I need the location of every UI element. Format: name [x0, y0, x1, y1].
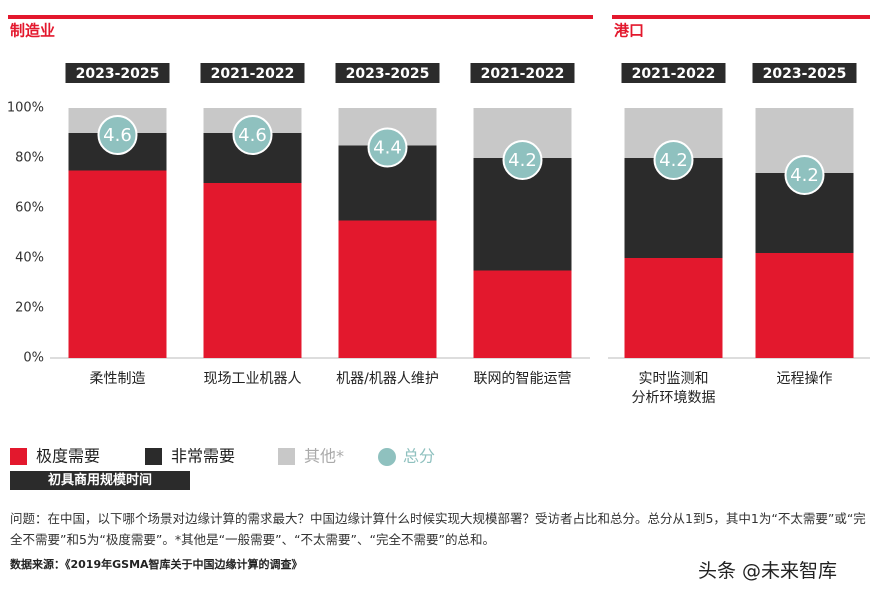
period-label: 2021-2022 — [211, 66, 295, 82]
panel-rule — [8, 15, 593, 19]
period-label: 2021-2022 — [481, 66, 565, 82]
period-label: 2023-2025 — [763, 66, 847, 82]
bar-segment — [755, 253, 854, 358]
score-dot — [232, 115, 273, 155]
y-tick-label: 100% — [7, 101, 44, 116]
period-label: 2021-2022 — [632, 66, 716, 82]
y-tick-label: 20% — [15, 301, 44, 316]
x-tick-label: 联网的智能运营 — [473, 371, 572, 387]
legend-swatch — [10, 448, 27, 465]
period-box — [200, 63, 305, 83]
score-dot — [653, 140, 694, 180]
period-box — [752, 63, 857, 83]
score-label: 4.6 — [238, 125, 267, 146]
x-tick-label: 柔性制造 — [89, 371, 146, 387]
score-dot — [784, 155, 825, 195]
score-label: 4.2 — [790, 165, 819, 186]
period-box — [65, 63, 170, 83]
panel-title: 制造业 — [10, 22, 55, 40]
score-dot — [97, 115, 138, 155]
score-dot — [367, 127, 408, 168]
score-label: 4.2 — [508, 150, 537, 171]
question: 问题：在中国，以下哪个场景对边缘计算的需求最大？中国边缘计算什么时候实现大规模部… — [10, 511, 866, 547]
legend-swatch — [278, 448, 295, 465]
watermark: 头条 @未来智库 — [698, 560, 838, 582]
legend-label: 其他* — [304, 447, 344, 466]
timing-label: 初具商用规模时间 — [10, 471, 190, 490]
source: 数据来源：《2019年GSMA智库关于中国边缘计算的调查》 — [10, 558, 303, 571]
legend-label: 极度需要 — [36, 447, 100, 466]
score-label: 4.6 — [103, 125, 132, 146]
period-box — [470, 63, 575, 83]
bar-segment — [473, 270, 572, 358]
score-dot — [502, 140, 543, 180]
y-tick-label: 40% — [15, 251, 44, 266]
period-box — [621, 63, 726, 83]
bar-segment — [338, 220, 437, 358]
period-label: 2023-2025 — [346, 66, 430, 82]
bar-segment — [203, 183, 302, 358]
x-tick-label: 现场工业机器人 — [203, 371, 302, 387]
legend-label: 非常需要 — [171, 447, 235, 466]
legend-label: 总分 — [403, 447, 435, 466]
x-tick-label: 远程操作 — [776, 371, 833, 387]
bar-segment — [624, 258, 723, 358]
x-tick-label: 实时监测和 分析环境数据 — [631, 371, 716, 406]
y-tick-label: 0% — [23, 351, 44, 366]
legend-swatch — [145, 448, 162, 465]
legend-dot — [378, 448, 396, 466]
panel-rule — [612, 15, 870, 19]
x-tick-label: 机器/机器人维护 — [336, 371, 439, 387]
y-tick-label: 80% — [15, 151, 44, 166]
bar-segment — [68, 170, 167, 358]
score-label: 4.2 — [659, 150, 688, 171]
period-box — [335, 63, 440, 83]
period-label: 2023-2025 — [76, 66, 160, 82]
y-tick-label: 60% — [15, 201, 44, 216]
panel-title: 港口 — [614, 22, 644, 40]
score-label: 4.4 — [373, 138, 402, 159]
